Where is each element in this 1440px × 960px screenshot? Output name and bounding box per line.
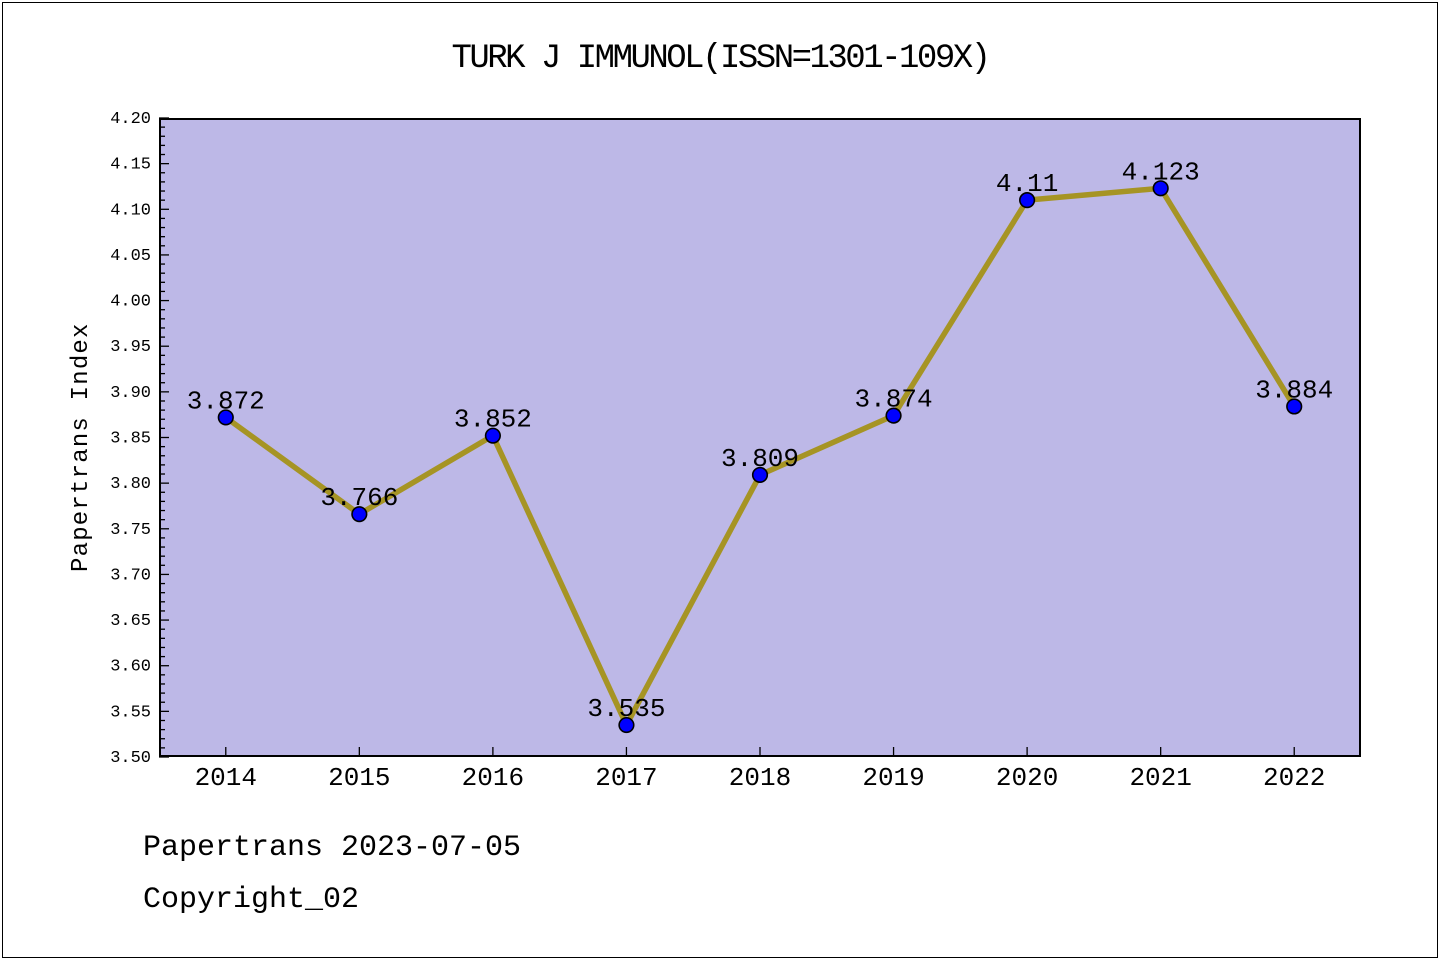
svg-text:3.95: 3.95 xyxy=(110,338,151,357)
svg-text:3.80: 3.80 xyxy=(110,475,151,494)
svg-text:3.60: 3.60 xyxy=(110,658,151,677)
svg-text:2018: 2018 xyxy=(729,763,791,793)
svg-text:3.874: 3.874 xyxy=(855,385,933,415)
svg-text:4.20: 4.20 xyxy=(110,110,151,129)
svg-text:3.55: 3.55 xyxy=(110,703,151,722)
svg-text:3.50: 3.50 xyxy=(110,749,151,768)
svg-text:4.11: 4.11 xyxy=(996,169,1058,199)
svg-text:3.65: 3.65 xyxy=(110,612,151,631)
svg-text:3.852: 3.852 xyxy=(454,405,532,435)
svg-text:4.123: 4.123 xyxy=(1122,157,1200,187)
svg-text:3.766: 3.766 xyxy=(320,483,398,513)
svg-text:3.535: 3.535 xyxy=(587,694,665,724)
svg-text:4.10: 4.10 xyxy=(110,201,151,220)
svg-text:3.85: 3.85 xyxy=(110,430,151,449)
svg-text:4.05: 4.05 xyxy=(110,247,151,266)
svg-text:2022: 2022 xyxy=(1263,763,1325,793)
svg-text:3.872: 3.872 xyxy=(187,386,265,416)
svg-text:3.75: 3.75 xyxy=(110,521,151,540)
svg-text:2020: 2020 xyxy=(996,763,1058,793)
svg-text:2015: 2015 xyxy=(328,763,390,793)
svg-text:4.15: 4.15 xyxy=(110,156,151,175)
svg-text:3.809: 3.809 xyxy=(721,444,799,474)
svg-text:2019: 2019 xyxy=(862,763,924,793)
svg-text:2021: 2021 xyxy=(1129,763,1191,793)
svg-text:3.90: 3.90 xyxy=(110,384,151,403)
svg-text:3.70: 3.70 xyxy=(110,566,151,585)
svg-text:2017: 2017 xyxy=(595,763,657,793)
svg-text:2014: 2014 xyxy=(195,763,257,793)
svg-text:4.00: 4.00 xyxy=(110,293,151,312)
svg-text:2016: 2016 xyxy=(462,763,524,793)
svg-text:3.884: 3.884 xyxy=(1255,375,1333,405)
